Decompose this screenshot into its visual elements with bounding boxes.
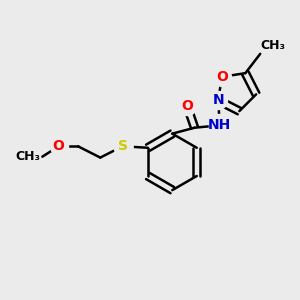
Text: O: O	[53, 139, 64, 153]
Text: O: O	[181, 99, 193, 113]
Text: CH₃: CH₃	[16, 150, 41, 163]
Text: O: O	[216, 70, 228, 84]
Text: S: S	[118, 139, 128, 153]
Text: CH₃: CH₃	[261, 39, 286, 52]
Text: NH: NH	[208, 118, 232, 132]
Text: N: N	[212, 93, 224, 107]
